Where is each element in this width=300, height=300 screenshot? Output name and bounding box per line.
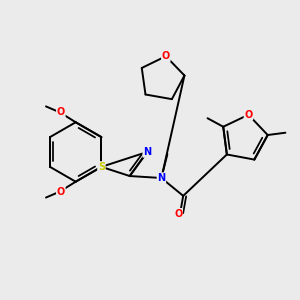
Text: O: O (162, 51, 170, 61)
Text: N: N (157, 173, 166, 183)
Text: O: O (57, 187, 65, 196)
Text: N: N (143, 147, 151, 157)
Text: O: O (174, 209, 182, 219)
Text: S: S (98, 162, 105, 172)
Text: O: O (244, 110, 253, 120)
Text: O: O (57, 107, 65, 117)
